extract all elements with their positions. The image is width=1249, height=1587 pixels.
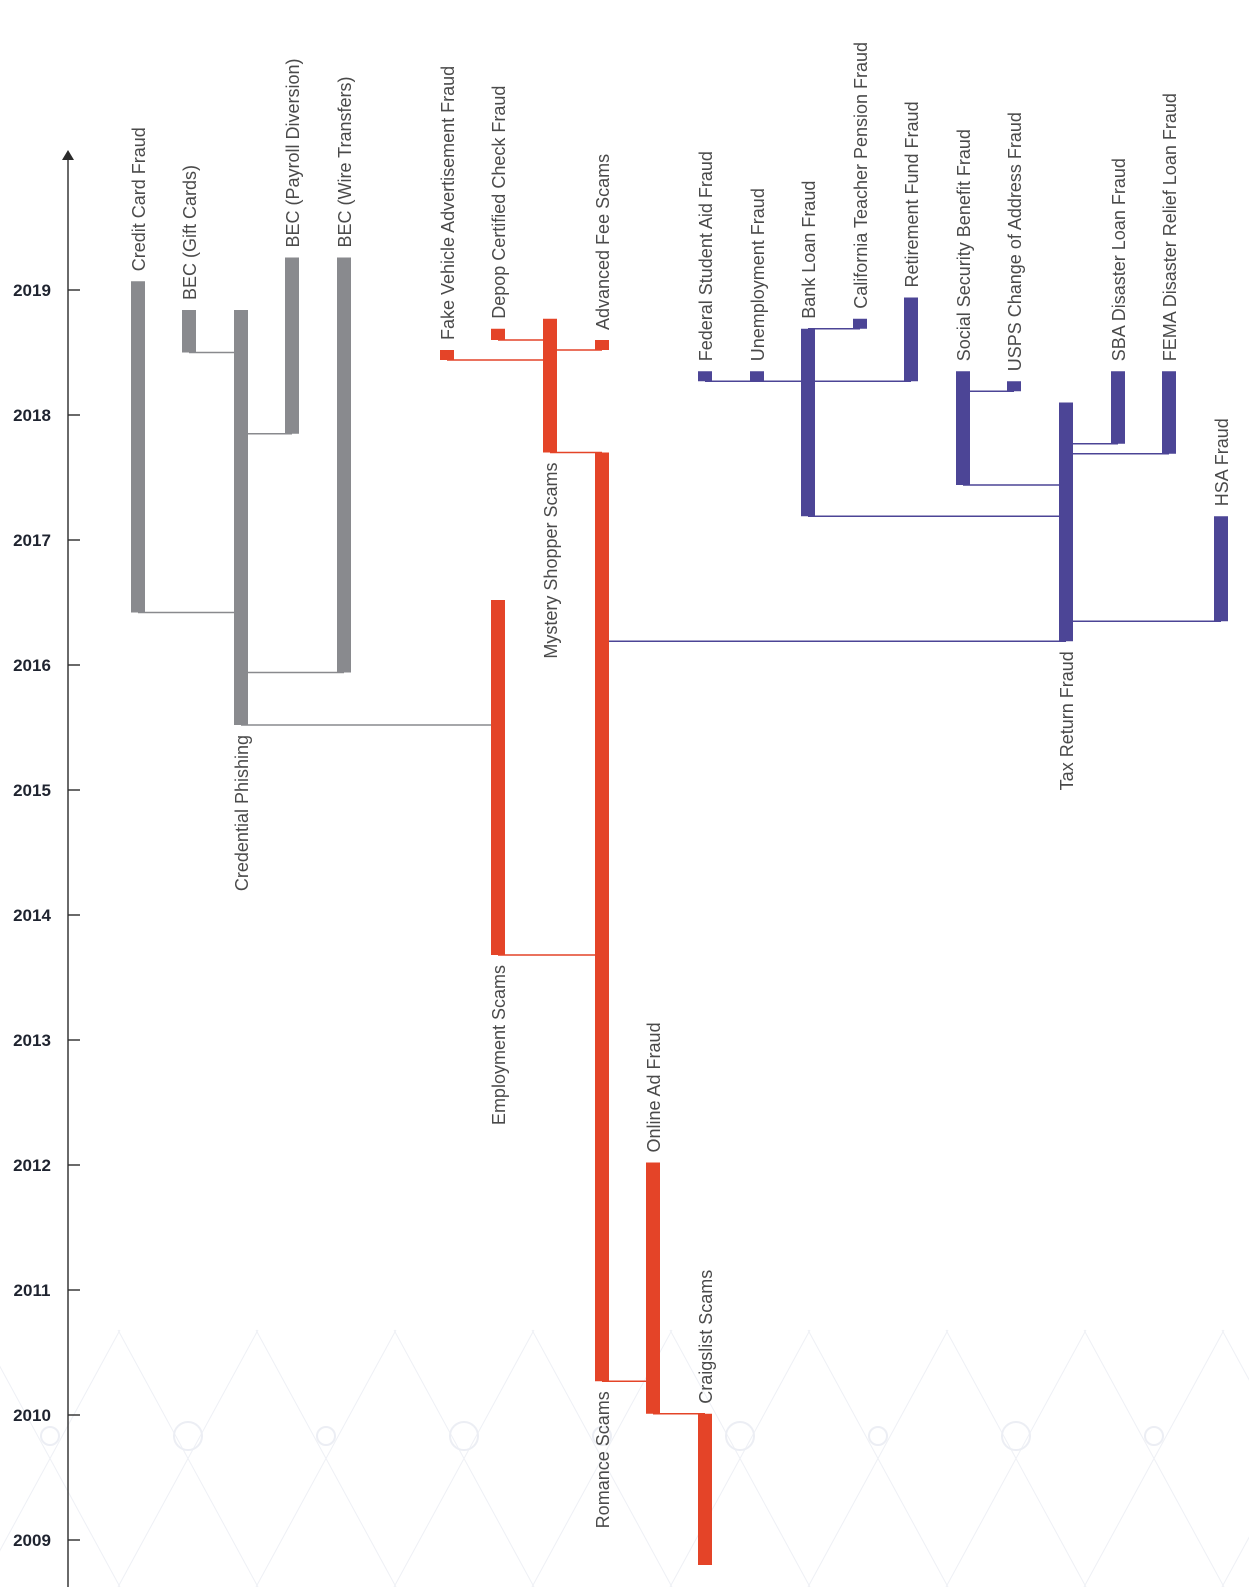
label-credit-card: Credit Card Fraud	[129, 127, 149, 271]
bar-adv-fee	[595, 340, 609, 350]
bg-lattice-node	[725, 1421, 755, 1451]
bar-romance	[595, 452, 609, 1382]
y-axis: 2009 2010 2011 2012 2013 2014 2015 2016 2017 2018…	[13, 150, 80, 1587]
y-tick-label: 2010	[13, 1406, 51, 1425]
bar-tax-return	[1059, 402, 1073, 642]
bar-bec-gift	[182, 310, 196, 353]
y-tick-label: 2013	[13, 1031, 51, 1050]
bar-bank-loan	[801, 328, 815, 517]
bar-unemployment	[750, 371, 764, 382]
bg-lattice-node	[868, 1426, 888, 1446]
bar-employment	[491, 600, 505, 955]
y-tick-label: 2018	[13, 406, 51, 425]
label-employment: Employment Scams	[489, 965, 509, 1125]
bar-labels: Credit Card Fraud BEC (Gift Cards) Credent…	[129, 42, 1232, 1528]
bar-bec-payroll	[285, 257, 299, 434]
bar-calteach	[853, 318, 867, 329]
label-bec-gift: BEC (Gift Cards)	[180, 165, 200, 300]
bar-soc-sec	[956, 371, 970, 485]
bar-retirement	[904, 297, 918, 382]
y-tick-label: 2009	[13, 1531, 51, 1550]
label-romance: Romance Scams	[593, 1391, 613, 1528]
bar-fake-vehicle	[440, 350, 454, 360]
bar-fema	[1162, 371, 1176, 454]
bar-online-ad	[646, 1162, 660, 1414]
bar-cred-phish	[234, 310, 248, 725]
label-adv-fee: Advanced Fee Scams	[593, 154, 613, 330]
label-fake-vehicle: Fake Vehicle Advertisement Fraud	[438, 66, 458, 340]
label-unemployment: Unemployment Fraud	[748, 188, 768, 361]
label-calteach: California Teacher Pension Fraud	[851, 42, 871, 309]
y-tick-label: 2014	[13, 906, 51, 925]
y-tick-label: 2012	[13, 1156, 51, 1175]
label-bec-wire: BEC (Wire Transfers)	[335, 76, 355, 247]
y-tick-label: 2011	[14, 1281, 51, 1300]
bar-mystery	[543, 318, 557, 453]
label-soc-sec: Social Security Benefit Fraud	[954, 129, 974, 361]
bar-credit-card	[131, 281, 145, 613]
bg-lattice-node	[173, 1421, 203, 1451]
label-fed-student: Federal Student Aid Fraud	[696, 151, 716, 361]
bg-lattice-node	[1001, 1421, 1031, 1451]
bg-lattice-node	[40, 1426, 60, 1446]
label-sba: SBA Disaster Loan Fraud	[1109, 158, 1129, 361]
y-axis-arrow-icon	[62, 150, 74, 160]
y-tick-label: 2015	[13, 781, 51, 800]
label-online-ad: Online Ad Fraud	[644, 1022, 664, 1152]
bg-lattice-node	[1144, 1426, 1164, 1446]
label-retirement: Retirement Fund Fraud	[902, 101, 922, 287]
background-pattern	[0, 1329, 1249, 1587]
label-tax-return: Tax Return Fraud	[1057, 651, 1077, 790]
bar-fed-student	[698, 371, 712, 382]
bg-lattice-node	[592, 1426, 612, 1446]
y-tick-label: 2016	[13, 656, 51, 675]
y-tick-label: 2017	[13, 531, 51, 550]
label-hsa: HSA Fraud	[1212, 418, 1232, 506]
bg-lattice-node	[449, 1421, 479, 1451]
label-depop: Depop Certified Check Fraud	[489, 86, 509, 319]
label-usps: USPS Change of Address Fraud	[1005, 112, 1025, 371]
bar-usps	[1007, 381, 1021, 392]
label-cred-phish: Credential Phishing	[232, 735, 252, 891]
bar-sba	[1111, 371, 1125, 444]
label-bank-loan: Bank Loan Fraud	[799, 181, 819, 319]
bar-bec-wire	[337, 257, 351, 673]
label-bec-payroll: BEC (Payroll Diversion)	[283, 58, 303, 247]
connector-lines	[138, 328, 1221, 1415]
label-fema: FEMA Disaster Relief Loan Fraud	[1160, 93, 1180, 361]
label-mystery: Mystery Shopper Scams	[541, 463, 561, 659]
bg-lattice-node	[316, 1426, 336, 1446]
bar-craigslist	[698, 1413, 712, 1565]
timeline-bars	[131, 257, 1228, 1565]
bar-depop	[491, 328, 505, 340]
label-craigslist: Craigslist Scams	[696, 1270, 716, 1404]
bar-hsa	[1214, 516, 1228, 622]
y-tick-label: 2019	[13, 281, 51, 300]
